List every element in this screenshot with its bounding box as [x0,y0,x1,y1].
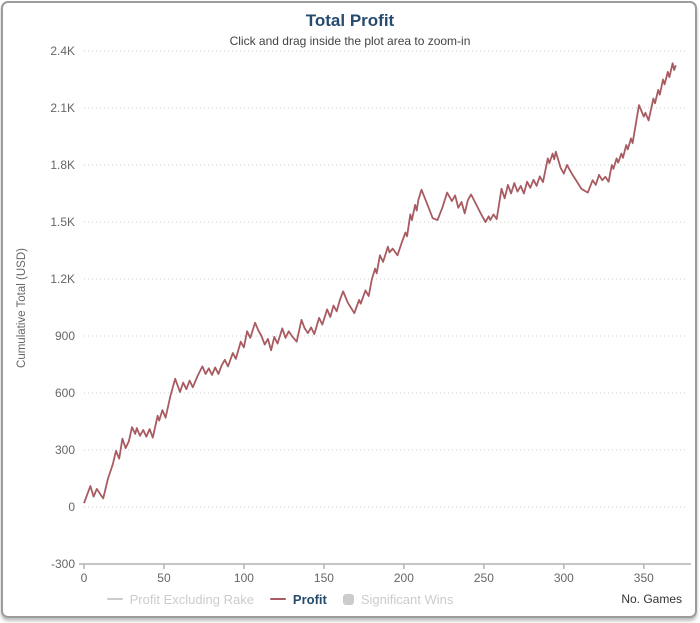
x-axis-title: No. Games [621,592,682,606]
y-tick-labels: -300 0 300 600 900 1.2K 1.5K 1.8K 2.1K 2.4K [50,44,75,571]
legend-item-significant-wins[interactable]: Significant Wins [342,591,454,607]
y-tick-label: 600 [55,386,75,400]
y-tick-label: 1.5K [50,215,75,229]
x-tick-label: 350 [634,571,654,585]
y-tick-label: -300 [51,557,75,571]
x-tick-label: 0 [81,571,88,585]
y-tick-label: 1.8K [50,158,75,172]
chart-title: Total Profit [305,11,395,30]
x-tick-label: 200 [394,571,414,585]
legend-item-profit-excluding-rake[interactable]: Profit Excluding Rake [106,591,254,607]
y-tick-label: 0 [68,500,75,514]
profit-line-series [83,62,677,504]
y-grid-lines [84,50,688,508]
y-tick-label: 2.4K [50,44,75,58]
chart-subtitle: Click and drag inside the plot area to z… [229,34,471,48]
x-axis-line [79,563,691,569]
plot-area[interactable] [84,51,687,564]
line-swatch-icon [269,598,286,600]
legend-item-profit[interactable]: Profit [269,591,327,607]
square-swatch-icon [342,593,354,605]
y-axis-title: Cumulative Total (USD) [16,248,28,368]
y-tick-label: 300 [55,443,75,457]
y-tick-label: 1.2K [50,272,75,286]
x-tick-label: 100 [234,571,254,585]
legend-label: Profit Excluding Rake [129,591,254,607]
line-swatch-icon [106,598,123,600]
y-tick-label: 2.1K [50,101,75,115]
x-tick-label: 150 [314,571,334,585]
x-tick-label: 300 [554,571,574,585]
x-tick-label: 250 [474,571,494,585]
legend-label: Profit [292,591,327,607]
x-tick-labels: 0 50 100 150 200 250 300 350 [81,571,654,585]
x-tick-label: 50 [157,571,171,585]
y-tick-label: 900 [55,329,75,343]
legend-label: Significant Wins [360,591,454,607]
legend: Profit Excluding Rake Profit Significant… [0,589,560,609]
